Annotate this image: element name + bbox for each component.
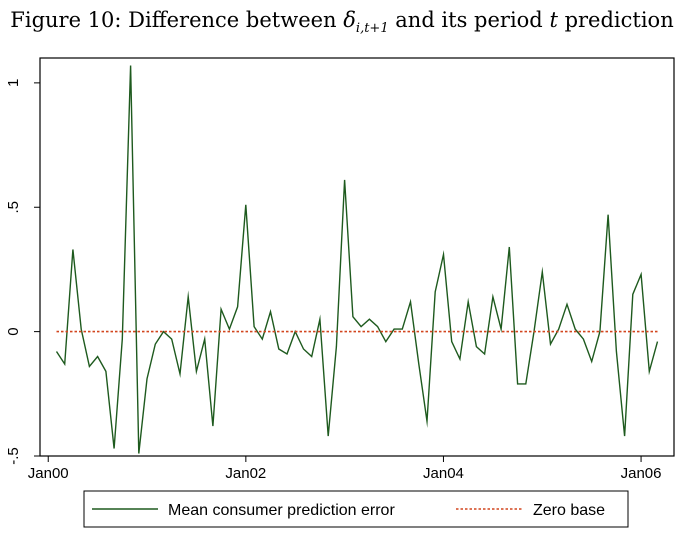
series-line-prediction-error — [55, 65, 659, 454]
y-tick-label: 1 — [5, 79, 22, 87]
x-tick-label: Jan06 — [621, 465, 662, 482]
plot-frame — [39, 57, 675, 457]
legend-label-prediction-error: Mean consumer prediction error — [168, 502, 395, 519]
x-tick-label: Jan04 — [423, 465, 464, 482]
series-layer — [55, 65, 659, 454]
x-tick-label: Jan00 — [28, 465, 69, 482]
x-tick-label: Jan02 — [225, 465, 266, 482]
y-tick-label: -.5 — [5, 447, 22, 465]
legend-box — [83, 490, 629, 528]
legend: Mean consumer prediction error Zero base — [83, 490, 629, 528]
title-prefix: Figure 10: Difference between — [10, 8, 344, 32]
title-subscript: i,t+1 — [355, 21, 389, 37]
legend-label-zero-base: Zero base — [533, 502, 605, 519]
title-mid: and its period — [388, 8, 550, 32]
y-tick-label: .5 — [5, 201, 22, 214]
title-symbol: δ — [343, 8, 356, 32]
y-tick-label: 0 — [5, 327, 22, 335]
chart-title: Figure 10: Difference between δi,t+1 and… — [0, 8, 684, 36]
title-suffix: prediction — [557, 8, 674, 32]
axis-ticks: -.5 0 .5 1 Jan00 Jan02 Jan04 Jan06 — [5, 79, 662, 482]
title-var: t — [549, 8, 558, 32]
